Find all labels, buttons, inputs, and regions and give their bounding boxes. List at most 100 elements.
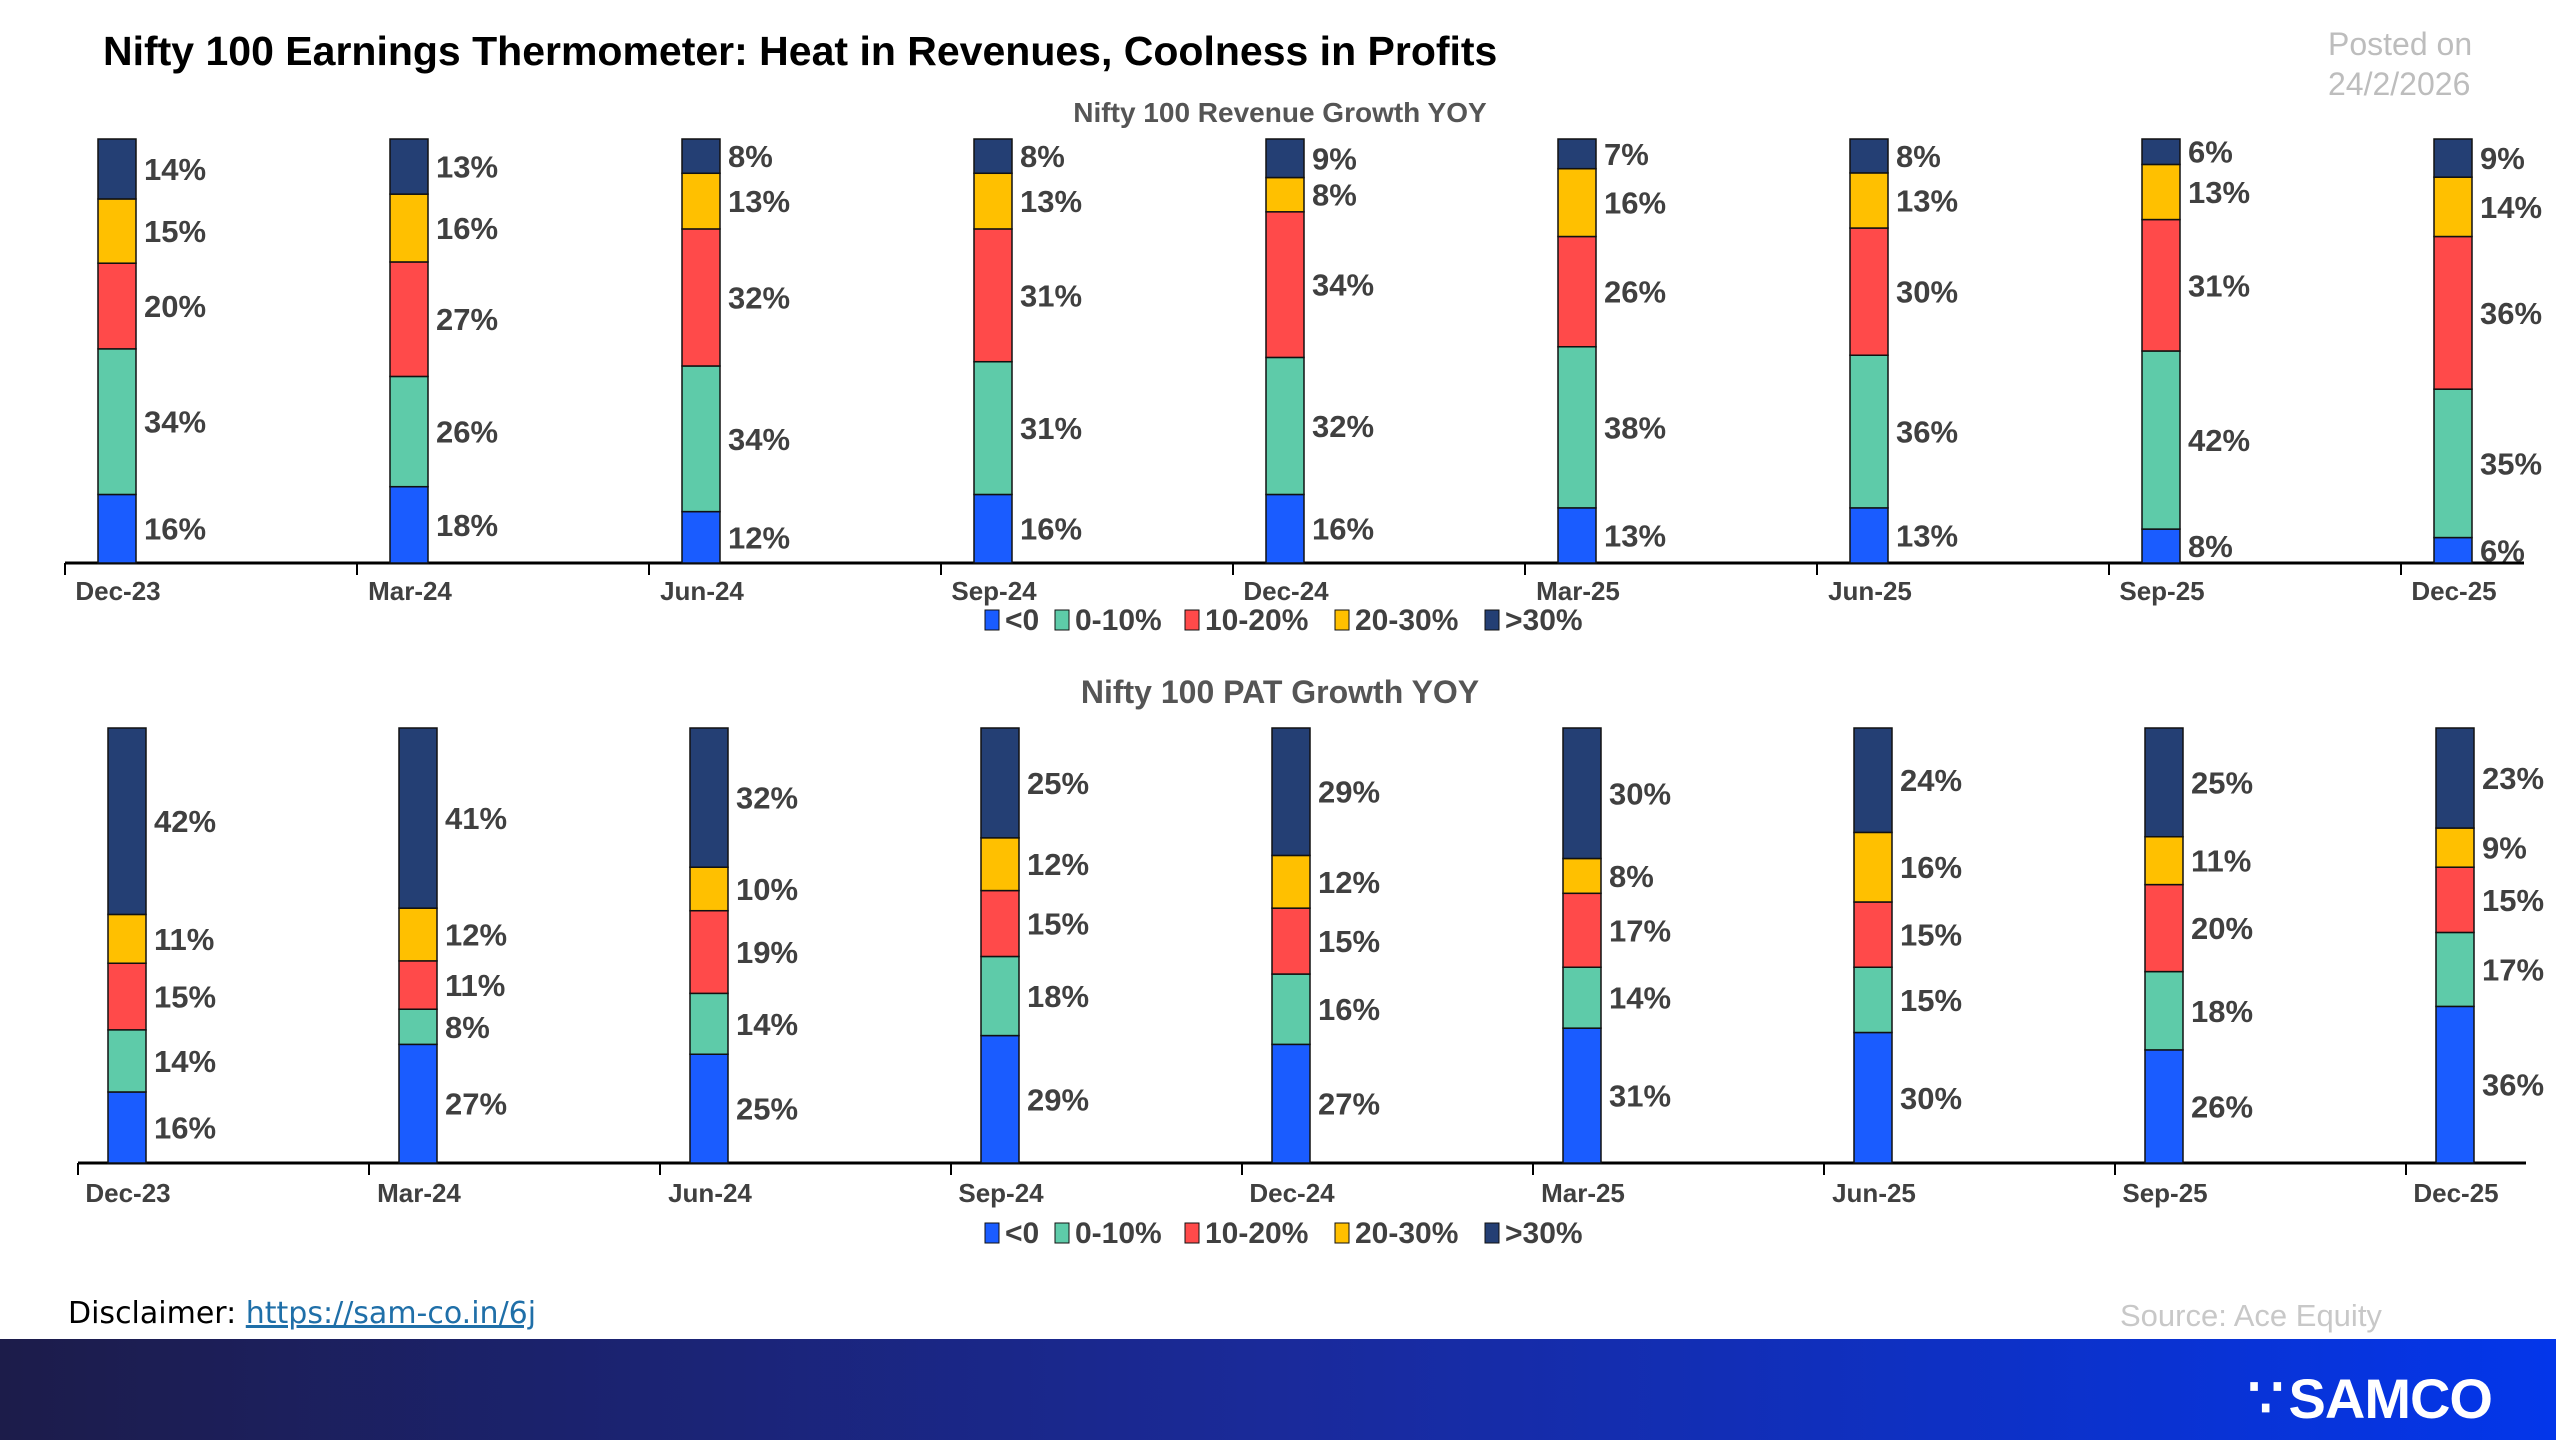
posted-date: Posted on 24/2/2026 (2328, 24, 2472, 104)
bar-segment-2 (398, 960, 438, 1010)
disclaimer-label: Disclaimer: (68, 1296, 237, 1331)
data-label: 15% (1318, 924, 1380, 959)
data-label: 31% (1020, 278, 1082, 313)
bar-segment-4 (1853, 727, 1893, 834)
pat-growth-chart: Nifty 100 PAT Growth YOY Dec-23 16% 14% 15% 1… (77, 674, 2544, 1250)
bar-segment-4 (1265, 138, 1305, 179)
data-label: 12% (445, 918, 507, 953)
data-label: 25% (736, 1092, 798, 1127)
data-label: 18% (1027, 979, 1089, 1014)
legend-label: 10-20% (1205, 604, 1308, 637)
x-tick-label: Jun-24 (660, 576, 744, 606)
data-label: 12% (1027, 847, 1089, 882)
data-label: 41% (445, 801, 507, 836)
data-label: 8% (1312, 178, 1357, 213)
x-tick-label: Mar-24 (368, 576, 452, 606)
bar-segment-3 (389, 193, 429, 263)
disclaimer-link[interactable]: https://sam-co.in/6j (245, 1296, 537, 1331)
legend-label: >30% (1505, 1217, 1583, 1250)
bar-segment-1 (2141, 350, 2181, 530)
x-tick-label: Mar-25 (1536, 576, 1620, 606)
data-label: 25% (2191, 765, 2253, 800)
data-label: 11% (154, 922, 214, 957)
bar-segment-2 (107, 962, 147, 1031)
bar-segment-4 (1562, 727, 1602, 860)
bar-segment-0 (389, 485, 429, 564)
bar-segment-3 (1265, 176, 1305, 213)
data-label: 8% (445, 1010, 490, 1045)
data-label: 8% (1609, 859, 1654, 894)
bar-segment-2 (97, 262, 137, 350)
disclaimer: Disclaimer: https://sam-co.in/6j (68, 1296, 536, 1331)
bar-segment-1 (1557, 346, 1597, 509)
bar-segment-3 (398, 907, 438, 962)
data-label: 26% (1604, 275, 1666, 310)
data-label: 27% (445, 1087, 507, 1122)
bar-segment-4 (681, 138, 721, 175)
bar-segment-4 (2141, 138, 2181, 166)
bar-segment-0 (97, 493, 137, 564)
chart-title: Nifty 100 Revenue Growth YOY (1073, 97, 1487, 128)
data-label: 8% (1020, 139, 1065, 174)
data-label: 30% (1896, 275, 1958, 310)
data-label: 16% (436, 211, 498, 246)
data-label: 14% (2480, 190, 2542, 225)
data-label: 31% (1609, 1079, 1671, 1114)
data-label: 25% (1027, 766, 1089, 801)
bar-segment-1 (1853, 966, 1893, 1034)
bar-segment-3 (1557, 167, 1597, 238)
data-label: 14% (144, 152, 206, 187)
x-tick-label: Mar-24 (377, 1178, 461, 1208)
data-label: 15% (144, 214, 206, 249)
data-label: 13% (1896, 183, 1958, 218)
bar-segment-2 (2433, 235, 2473, 390)
x-tick-label: Mar-25 (1541, 1178, 1625, 1208)
data-label: 16% (154, 1110, 216, 1145)
legend-label: <0 (1005, 604, 1039, 637)
bar-segment-2 (1853, 901, 1893, 968)
revenue-growth-chart: Nifty 100 Revenue Growth YOY Dec-23 16% 34%… (64, 97, 2542, 637)
x-tick-label: Jun-25 (1828, 576, 1912, 606)
data-label: 34% (1312, 268, 1374, 303)
bar-segment-3 (973, 172, 1013, 230)
samco-logo-text: SAMCO (2288, 1366, 2493, 1430)
bar-segment-1 (1849, 354, 1889, 509)
data-label: 27% (436, 302, 498, 337)
legend-label: 0-10% (1075, 604, 1162, 637)
data-label: 42% (2188, 423, 2250, 458)
x-tick-label: Jun-25 (1832, 1178, 1916, 1208)
bar-segment-0 (1557, 507, 1597, 564)
bar-segment-2 (2141, 218, 2181, 352)
page-title: Nifty 100 Earnings Thermometer: Heat in … (103, 28, 1498, 74)
data-label: 32% (736, 781, 798, 816)
bar-segment-2 (681, 228, 721, 367)
data-label: 38% (1604, 410, 1666, 445)
legend-swatch (984, 609, 1000, 631)
bar-segment-1 (2435, 931, 2475, 1008)
data-label: 8% (2188, 529, 2233, 564)
data-label: 20% (2191, 911, 2253, 946)
bar-segment-1 (2433, 388, 2473, 539)
data-label: 6% (2480, 533, 2525, 568)
x-tick-label: Dec-24 (1243, 576, 1329, 606)
data-label: 12% (1318, 865, 1380, 900)
posted-label: Posted on (2328, 26, 2473, 62)
data-label: 9% (1312, 141, 1357, 176)
bar-segment-2 (1562, 892, 1602, 968)
data-label: 16% (144, 512, 206, 547)
data-label: 15% (2482, 883, 2544, 918)
bar-segment-0 (980, 1034, 1020, 1164)
data-label: 34% (144, 405, 206, 440)
samco-logo: ∵ SAMCO (2248, 1365, 2493, 1431)
bar-segment-2 (1849, 227, 1889, 356)
data-label: 36% (2480, 296, 2542, 331)
bar-segment-3 (97, 198, 137, 264)
x-tick-label: Jun-24 (668, 1178, 752, 1208)
data-label: 8% (1896, 139, 1941, 174)
x-tick-label: Dec-23 (85, 1178, 170, 1208)
bar-segment-3 (107, 913, 147, 965)
bar-segment-1 (97, 348, 137, 496)
bar-segment-0 (1271, 1043, 1311, 1164)
bar-segment-2 (1557, 235, 1597, 348)
bar-segment-2 (689, 909, 729, 995)
